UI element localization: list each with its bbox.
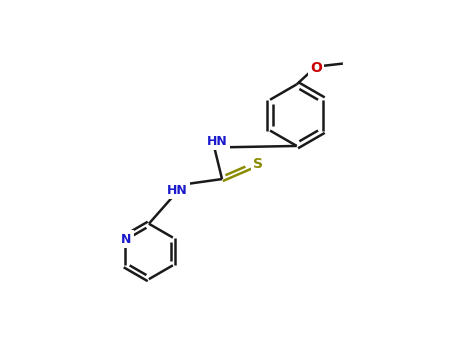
Text: S: S: [253, 157, 263, 171]
Text: O: O: [310, 61, 322, 75]
Text: N: N: [121, 233, 131, 246]
Text: HN: HN: [207, 135, 228, 148]
Text: HN: HN: [167, 184, 188, 197]
